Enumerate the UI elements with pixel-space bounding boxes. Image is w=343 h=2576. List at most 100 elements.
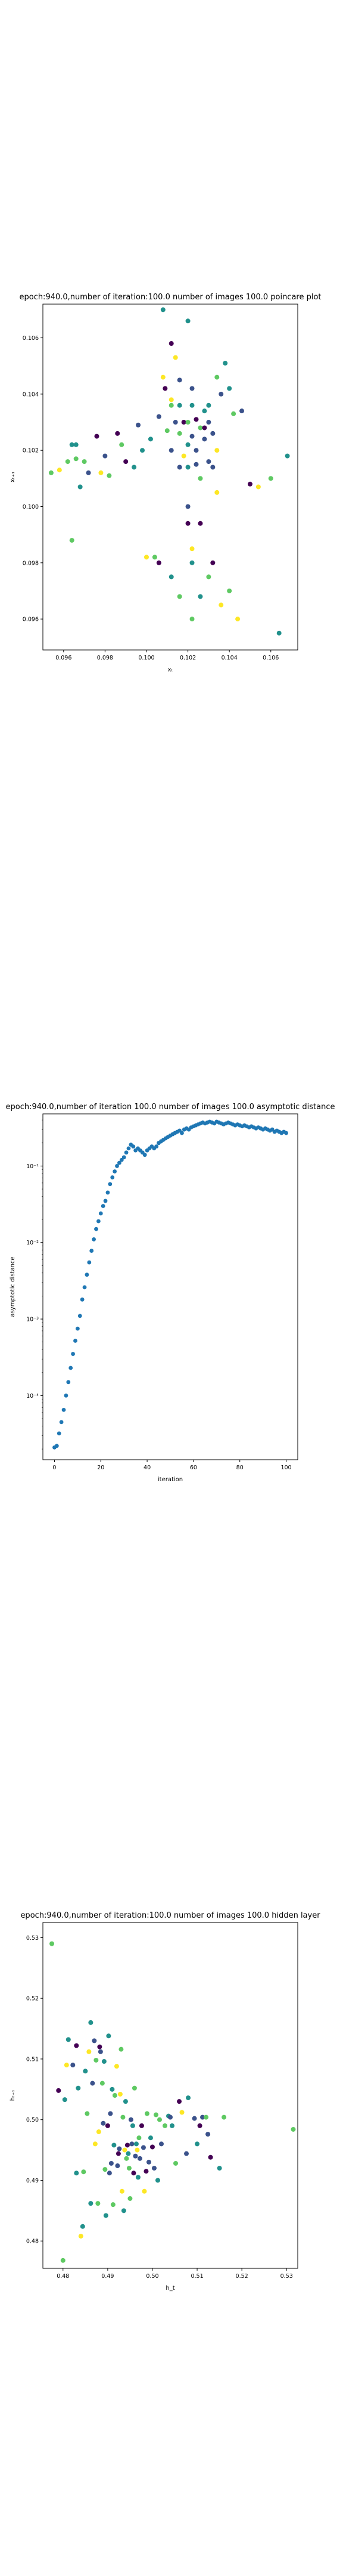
distance-data-point: [71, 1352, 75, 1356]
hidden-point: [186, 2095, 191, 2101]
hidden-x-tick-label: 0.51: [191, 2273, 203, 2280]
poincare-point: [152, 555, 157, 560]
poincare-y-tick-label: 0.096: [23, 617, 39, 623]
poincare-point: [202, 436, 207, 442]
hidden-point: [99, 2080, 105, 2086]
poincare-point: [276, 630, 282, 636]
hidden-point: [170, 2123, 175, 2128]
poincare-point: [77, 484, 83, 490]
poincare-point: [181, 420, 186, 425]
hidden-x-axis-label: h_t: [166, 2285, 174, 2292]
hidden-x-tick-label: 0.48: [57, 2273, 69, 2280]
hidden-point: [78, 2234, 83, 2239]
hidden-plot-frame: [42, 1922, 298, 2269]
hidden-point: [110, 2202, 116, 2207]
poincare-point: [115, 431, 120, 436]
distance-x-tick-label: 100: [280, 1465, 291, 1471]
distance-y-tick-label: 10⁻¹: [26, 1163, 39, 1170]
poincare-point: [210, 560, 216, 565]
distance-y-axis-label: asymptotic distance: [10, 1256, 16, 1317]
hidden-point: [200, 2114, 205, 2120]
distance-data-point: [101, 1204, 105, 1208]
poincare-point: [202, 425, 207, 431]
hidden-point: [111, 2142, 117, 2148]
poincare-point: [189, 546, 195, 552]
distance-data-point: [85, 1272, 89, 1277]
hidden-point: [60, 2258, 66, 2263]
poincare-y-tick-label: 0.100: [23, 504, 39, 510]
distance-plot-frame: [42, 1113, 298, 1460]
poincare-point: [132, 465, 137, 470]
poincare-point: [173, 355, 178, 360]
poincare-point: [69, 538, 74, 543]
hidden-point: [131, 2171, 136, 2176]
hidden-point: [124, 2142, 130, 2148]
poincare-x-tick-label: 0.106: [263, 655, 279, 661]
distance-data-point: [119, 1157, 124, 1162]
hidden-point: [155, 2178, 160, 2183]
distance-data-point: [103, 1199, 108, 1203]
poincare-x-tick-label: 0.098: [97, 655, 113, 661]
poincare-point: [268, 476, 273, 481]
hidden-point: [92, 2038, 97, 2044]
hidden-point: [96, 2129, 101, 2135]
poincare-point: [136, 422, 141, 428]
distance-data-point: [57, 1431, 61, 1436]
hidden-point: [66, 2037, 71, 2042]
hidden-point: [144, 2169, 149, 2174]
hidden-point: [110, 2086, 115, 2092]
hidden-y-axis-label: hₜ₊₁: [10, 2090, 16, 2101]
distance-data-point: [94, 1227, 98, 1231]
distance-x-tick-label: 80: [236, 1465, 244, 1471]
hidden-point: [158, 2141, 164, 2147]
hidden-point: [119, 2188, 124, 2194]
hidden-x-tick-label: 0.50: [146, 2273, 158, 2280]
distance-data-point: [68, 1366, 73, 1370]
poincare-point: [181, 453, 186, 459]
hidden-point: [151, 2166, 157, 2171]
hidden-point: [70, 2063, 76, 2068]
hidden-point: [64, 2063, 69, 2068]
hidden-point: [137, 2156, 142, 2161]
poincare-point: [194, 417, 199, 422]
distance-y-tick-label: 10⁻²: [26, 1240, 39, 1246]
distance-data-point: [180, 1131, 184, 1135]
poincare-point: [227, 386, 232, 391]
hidden-point: [136, 2135, 142, 2141]
poincare-point: [86, 470, 91, 475]
poincare-point: [163, 386, 168, 391]
hidden-layer-plot: epoch:940.0,number of iteration:100.0 nu…: [10, 1911, 320, 2292]
distance-data-point: [61, 1407, 66, 1412]
poincare-point: [247, 481, 252, 487]
distance-data-point: [92, 1237, 96, 1241]
hidden-point: [204, 2114, 209, 2120]
hidden-point: [208, 2154, 213, 2160]
hidden-y-tick-label: 0.52: [26, 1996, 39, 2002]
distance-y-tick-label: 10⁻³: [26, 1317, 39, 1323]
hidden-point: [106, 2033, 111, 2039]
poincare-point: [235, 617, 241, 622]
distance-data-point: [115, 1164, 119, 1168]
hidden-point: [85, 2111, 90, 2116]
poincare-y-tick-label: 0.106: [23, 335, 39, 342]
distance-data-point: [142, 1153, 147, 1157]
hidden-point: [88, 2020, 93, 2025]
hidden-point: [88, 2201, 93, 2206]
poincare-point: [107, 473, 112, 478]
hidden-point: [121, 2208, 126, 2213]
hidden-point: [126, 2151, 131, 2156]
poincare-point: [185, 442, 191, 447]
hidden-point: [117, 2146, 122, 2151]
poincare-point: [123, 459, 129, 465]
distance-data-point: [77, 1314, 82, 1318]
poincare-point: [57, 467, 62, 473]
distance-chart-title: epoch:940.0,number of iteration 100.0 nu…: [5, 1103, 335, 1111]
hidden-y-tick-label: 0.53: [26, 1935, 39, 1942]
poincare-point: [177, 465, 182, 470]
poincare-point: [227, 588, 232, 593]
poincare-point: [219, 602, 224, 608]
hidden-point: [139, 2123, 144, 2128]
poincare-point: [160, 307, 166, 312]
distance-data-point: [59, 1420, 64, 1425]
